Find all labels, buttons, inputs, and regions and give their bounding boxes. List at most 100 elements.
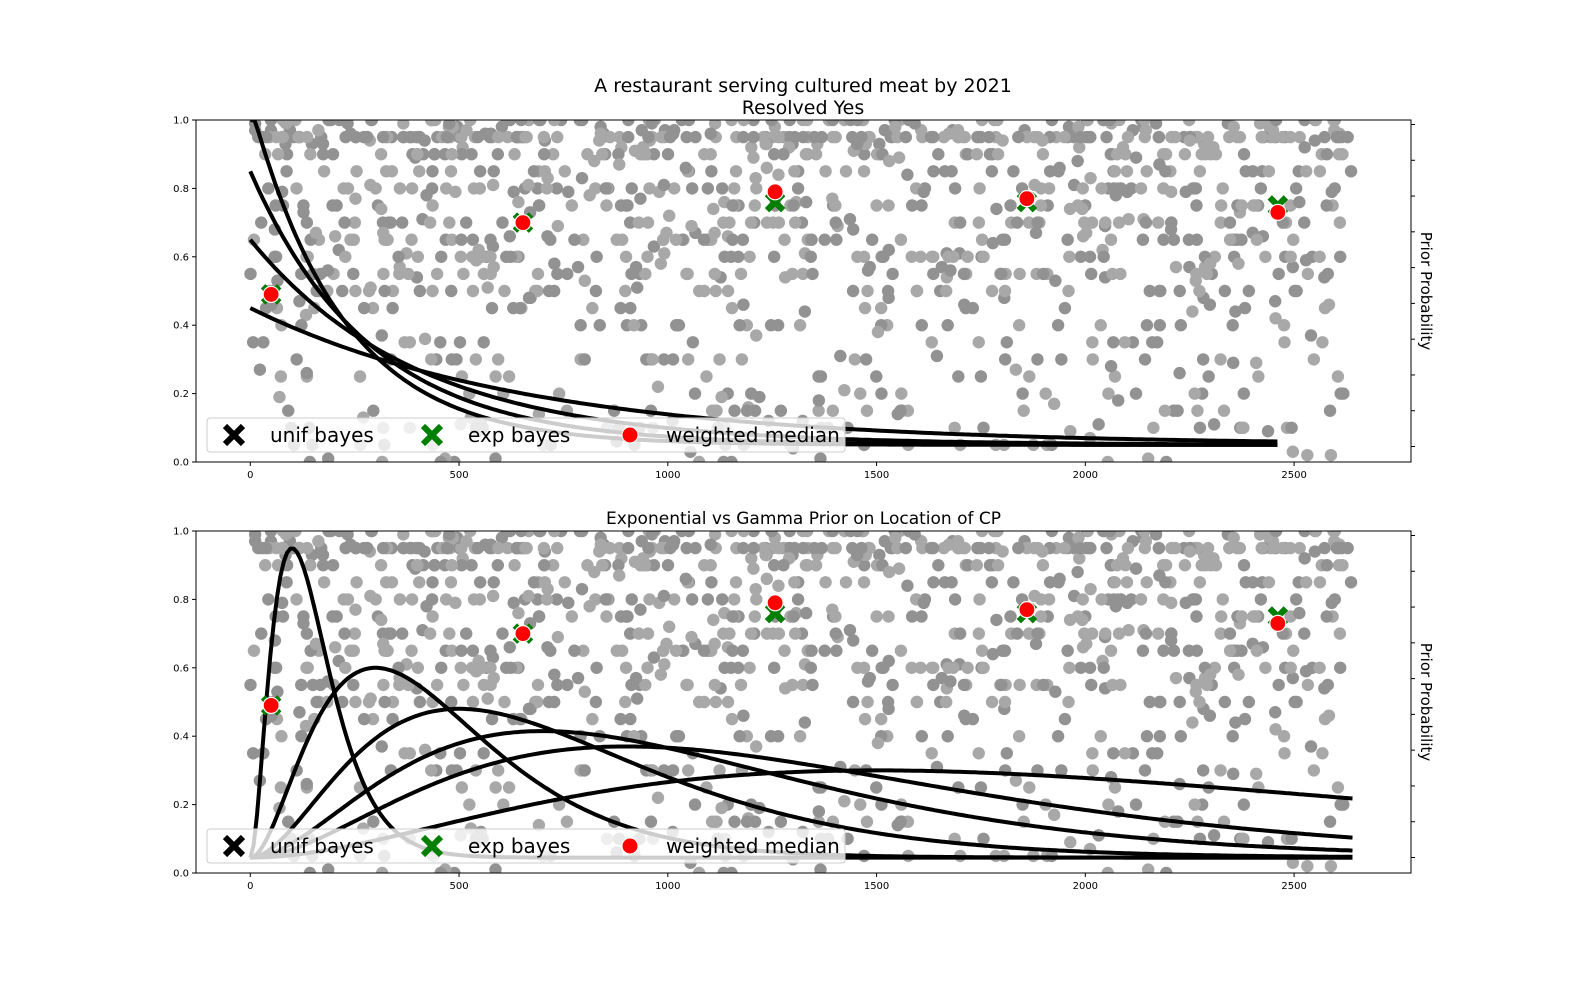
scatter-point bbox=[1293, 541, 1306, 555]
scatter-point bbox=[1237, 387, 1251, 400]
legend-label: unif bayes bbox=[270, 423, 374, 447]
scatter-point bbox=[1298, 627, 1311, 640]
scatter-point bbox=[473, 165, 487, 178]
scatter-point bbox=[357, 712, 371, 726]
scatter-point bbox=[1223, 216, 1237, 229]
scatter-point bbox=[561, 267, 574, 281]
scatter-point bbox=[948, 421, 961, 434]
scatter-point bbox=[492, 130, 505, 144]
weighted-median-marker bbox=[514, 624, 532, 643]
scatter-point bbox=[282, 815, 295, 828]
scatter-point bbox=[514, 531, 528, 538]
scatter-point bbox=[1238, 712, 1252, 726]
scatter-point bbox=[440, 541, 454, 555]
scatter-point bbox=[489, 863, 502, 873]
scatter-point bbox=[1086, 764, 1099, 777]
scatter-point bbox=[628, 555, 642, 568]
x-tick-label: 1000 bbox=[655, 881, 680, 892]
scatter-point bbox=[466, 695, 480, 709]
scatter-point bbox=[312, 124, 325, 137]
scatter-point bbox=[439, 182, 453, 195]
scatter-point bbox=[1335, 130, 1348, 144]
scatter-point bbox=[729, 576, 743, 589]
scatter-point bbox=[393, 182, 407, 195]
scatter-point bbox=[255, 627, 268, 640]
scatter-point bbox=[1178, 559, 1192, 572]
scatter-point bbox=[1332, 148, 1346, 161]
scatter-point bbox=[1120, 576, 1134, 589]
scatter-point bbox=[657, 353, 671, 366]
scatter-point bbox=[378, 695, 391, 709]
scatter-point bbox=[1072, 120, 1085, 134]
scatter-point bbox=[1036, 148, 1050, 161]
scatter-point bbox=[1037, 678, 1050, 692]
scatter-point bbox=[1143, 695, 1157, 709]
scatter-point bbox=[577, 233, 590, 246]
scatter-point bbox=[376, 541, 390, 555]
scatter-point bbox=[991, 148, 1005, 161]
scatter-point bbox=[402, 267, 415, 281]
scatter-point bbox=[440, 130, 454, 144]
scatter-point bbox=[1063, 613, 1077, 627]
scatter-point bbox=[974, 370, 988, 383]
scatter-point bbox=[632, 627, 646, 640]
scatter-point bbox=[290, 593, 303, 606]
scatter-point bbox=[532, 199, 546, 212]
scatter-point bbox=[596, 148, 609, 161]
scatter-point bbox=[1108, 370, 1122, 383]
scatter-point bbox=[895, 387, 908, 400]
scatter-point bbox=[925, 336, 938, 349]
scatter-point bbox=[767, 148, 781, 161]
scatter-point bbox=[848, 353, 862, 366]
scatter-point bbox=[435, 661, 448, 674]
scatter-point bbox=[1217, 404, 1231, 417]
scatter-point bbox=[1254, 593, 1268, 606]
scatter-point bbox=[1086, 336, 1099, 349]
y-tick-label: 0.2 bbox=[173, 389, 189, 400]
scatter-point bbox=[1301, 678, 1315, 692]
scatter-point bbox=[1214, 353, 1227, 366]
scatter-point bbox=[503, 230, 516, 243]
scatter-point bbox=[838, 794, 851, 808]
scatter-point bbox=[647, 148, 661, 161]
scatter-point bbox=[799, 148, 813, 161]
scatter-point bbox=[1286, 445, 1300, 458]
scatter-point bbox=[778, 682, 792, 695]
scatter-point bbox=[1226, 730, 1239, 743]
scatter-point bbox=[747, 151, 760, 164]
scatter-point bbox=[1226, 319, 1239, 332]
scatter-point bbox=[705, 165, 718, 178]
scatter-point bbox=[855, 541, 868, 555]
scatter-point bbox=[772, 216, 786, 229]
scatter-point bbox=[276, 610, 290, 623]
scatter-point bbox=[851, 120, 864, 127]
scatter-point bbox=[996, 545, 1009, 558]
scatter-point bbox=[571, 260, 585, 274]
scatter-point bbox=[426, 576, 439, 589]
scatter-point bbox=[1136, 233, 1150, 246]
y2-axis-label: Prior Probability bbox=[1417, 232, 1435, 351]
scatter-point bbox=[961, 250, 974, 263]
scatter-point bbox=[473, 576, 487, 589]
scatter-point bbox=[692, 455, 706, 462]
scatter-point bbox=[641, 661, 654, 674]
scatter-point bbox=[1000, 747, 1014, 760]
scatter-point bbox=[641, 627, 655, 640]
scatter-point bbox=[1318, 271, 1331, 284]
scatter-point bbox=[324, 531, 338, 538]
scatter-point bbox=[429, 120, 442, 127]
scatter-point bbox=[562, 596, 575, 610]
scatter-point bbox=[657, 178, 671, 192]
scatter-point bbox=[953, 627, 967, 640]
scatter-point bbox=[945, 576, 958, 589]
y-tick-label: 1.0 bbox=[173, 527, 189, 538]
scatter-point bbox=[349, 541, 362, 555]
scatter-point bbox=[958, 298, 971, 311]
scatter-point bbox=[1259, 661, 1272, 674]
scatter-point bbox=[829, 130, 842, 144]
scatter-point bbox=[870, 199, 883, 212]
scatter-point bbox=[701, 593, 715, 606]
scatter-point bbox=[1016, 387, 1029, 400]
scatter-point bbox=[805, 233, 818, 246]
scatter-point bbox=[799, 559, 813, 572]
